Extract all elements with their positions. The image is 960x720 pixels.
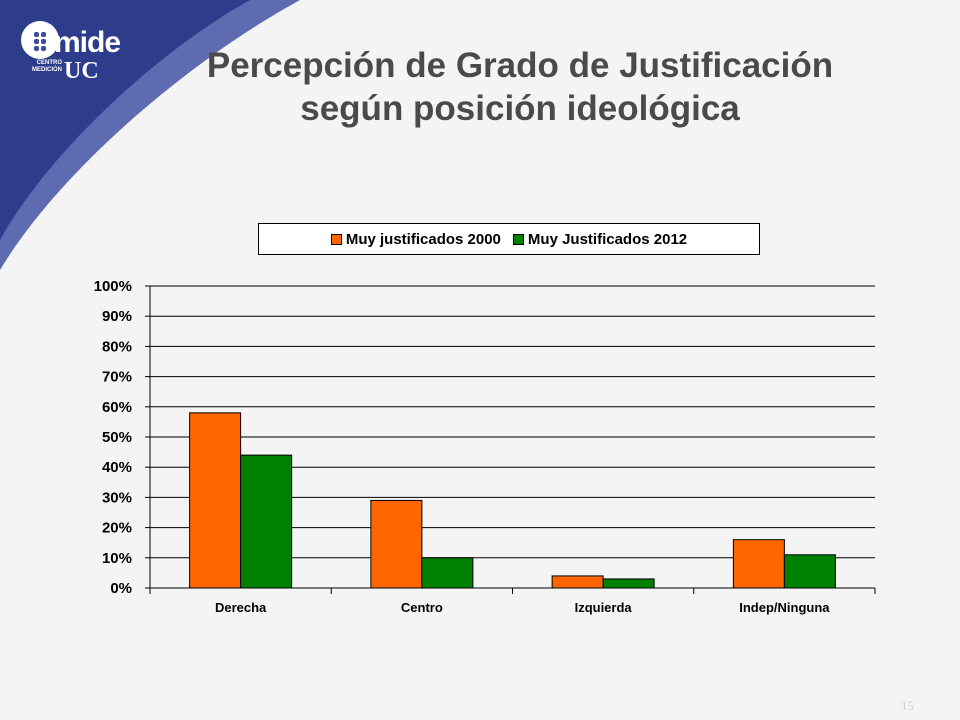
bar-2012-indep-ninguna xyxy=(783,554,836,589)
y-tick-label: 60% xyxy=(102,399,132,416)
y-tick-label: 40% xyxy=(102,459,132,476)
page-number: 15 xyxy=(901,698,914,713)
legend-item-2012: Muy Justificados 2012 xyxy=(512,230,688,248)
bar-2000-izquierda xyxy=(551,575,604,589)
bar-2012-derecha xyxy=(240,454,293,589)
slide-title: Percepción de Grado de Justificación seg… xyxy=(180,44,860,130)
logo-dots-icon xyxy=(21,21,59,59)
bar-2000-indep-ninguna xyxy=(732,539,785,589)
x-tick-label: Centro xyxy=(401,600,443,615)
corner-decoration xyxy=(0,0,300,270)
bar-2012-centro xyxy=(421,557,474,589)
y-tick-label: 80% xyxy=(102,338,132,355)
y-tick-label: 10% xyxy=(102,550,132,567)
x-tick-label: Izquierda xyxy=(575,600,633,615)
legend-swatch-2000 xyxy=(330,233,342,245)
y-tick-label: 20% xyxy=(102,520,132,537)
slide-title-line1: Percepción de Grado de Justificación xyxy=(206,46,834,85)
logo-subtext: CENTRO MEDICIÓN xyxy=(32,60,62,73)
logo-text: mide xyxy=(54,26,121,59)
x-tick-label: Derecha xyxy=(215,600,267,615)
slide-title-line2: según posición ideológica xyxy=(300,89,740,128)
y-tick-label: 70% xyxy=(102,369,132,386)
legend-item-2000: Muy justificados 2000 xyxy=(330,230,501,248)
bar-2000-centro xyxy=(370,499,423,589)
y-tick-label: 100% xyxy=(94,278,132,295)
legend-label-2000: Muy justificados 2000 xyxy=(345,230,501,248)
y-tick-label: 90% xyxy=(102,308,132,325)
mide-uc-logo: mide CENTRO MEDICIÓN UC xyxy=(18,16,121,86)
legend-swatch-2012 xyxy=(512,233,524,245)
x-tick-label: Indep/Ninguna xyxy=(739,600,830,615)
bar-2012-izquierda xyxy=(602,578,655,589)
chart-legend: Muy justificados 2000 Muy Justificados 2… xyxy=(258,223,760,255)
y-tick-label: 0% xyxy=(110,580,132,597)
y-tick-label: 30% xyxy=(102,489,132,506)
y-tick-label: 50% xyxy=(102,429,132,446)
bar-2000-derecha xyxy=(189,412,242,589)
logo-suffix: UC xyxy=(64,58,99,84)
legend-label-2012: Muy Justificados 2012 xyxy=(527,230,688,248)
